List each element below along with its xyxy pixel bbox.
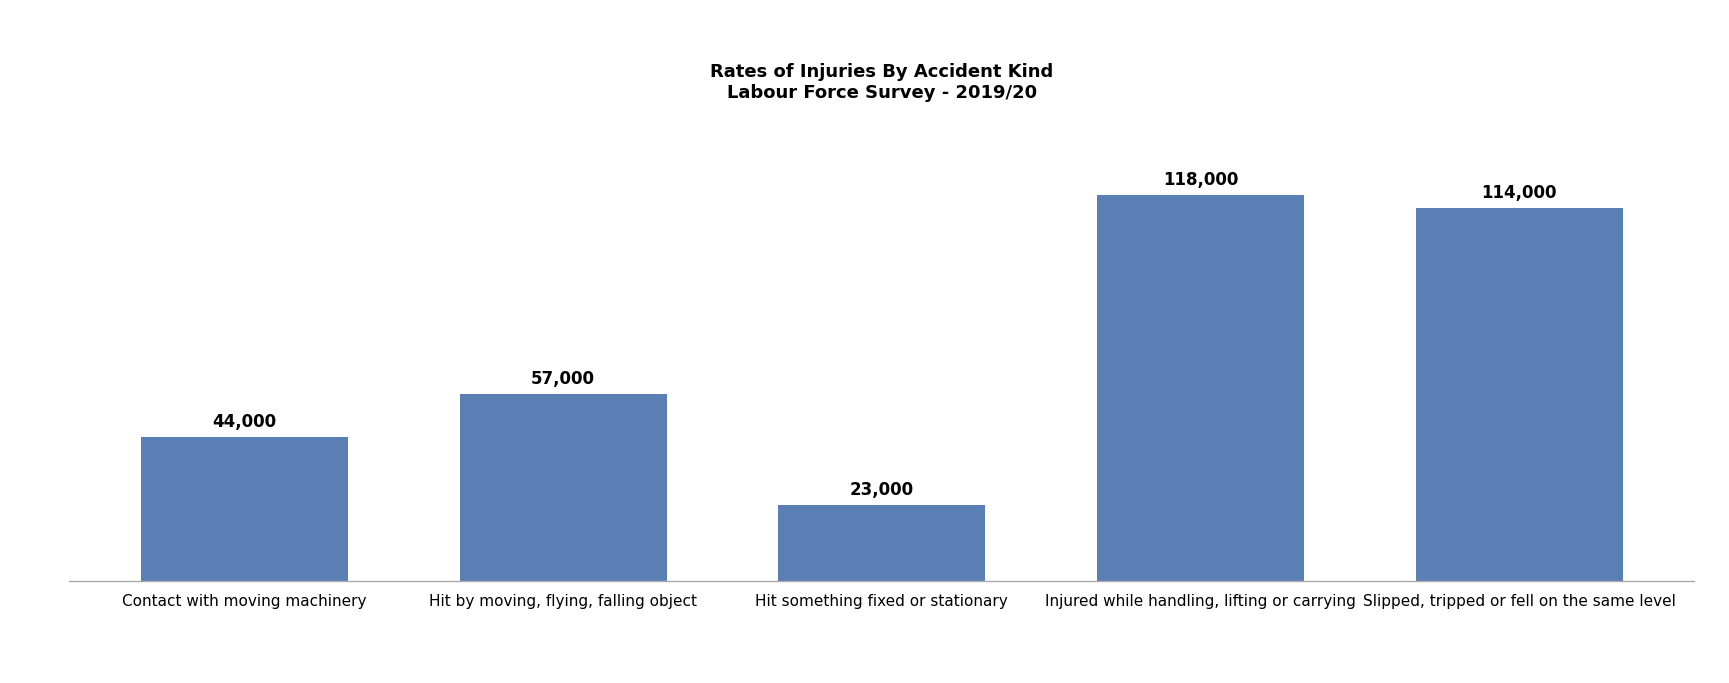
Bar [140, 436, 348, 581]
Bar [778, 505, 986, 581]
Text: 57,000: 57,000 [531, 370, 595, 389]
Bar [460, 394, 667, 581]
Text: 44,000: 44,000 [213, 413, 277, 431]
Text: 23,000: 23,000 [849, 482, 915, 499]
Text: 118,000: 118,000 [1164, 171, 1238, 189]
Text: 114,000: 114,000 [1482, 184, 1556, 202]
Bar [1416, 208, 1624, 581]
Title: Rates of Injuries By Accident Kind
Labour Force Survey - 2019/20: Rates of Injuries By Accident Kind Labou… [711, 63, 1053, 102]
Bar [1096, 195, 1304, 581]
